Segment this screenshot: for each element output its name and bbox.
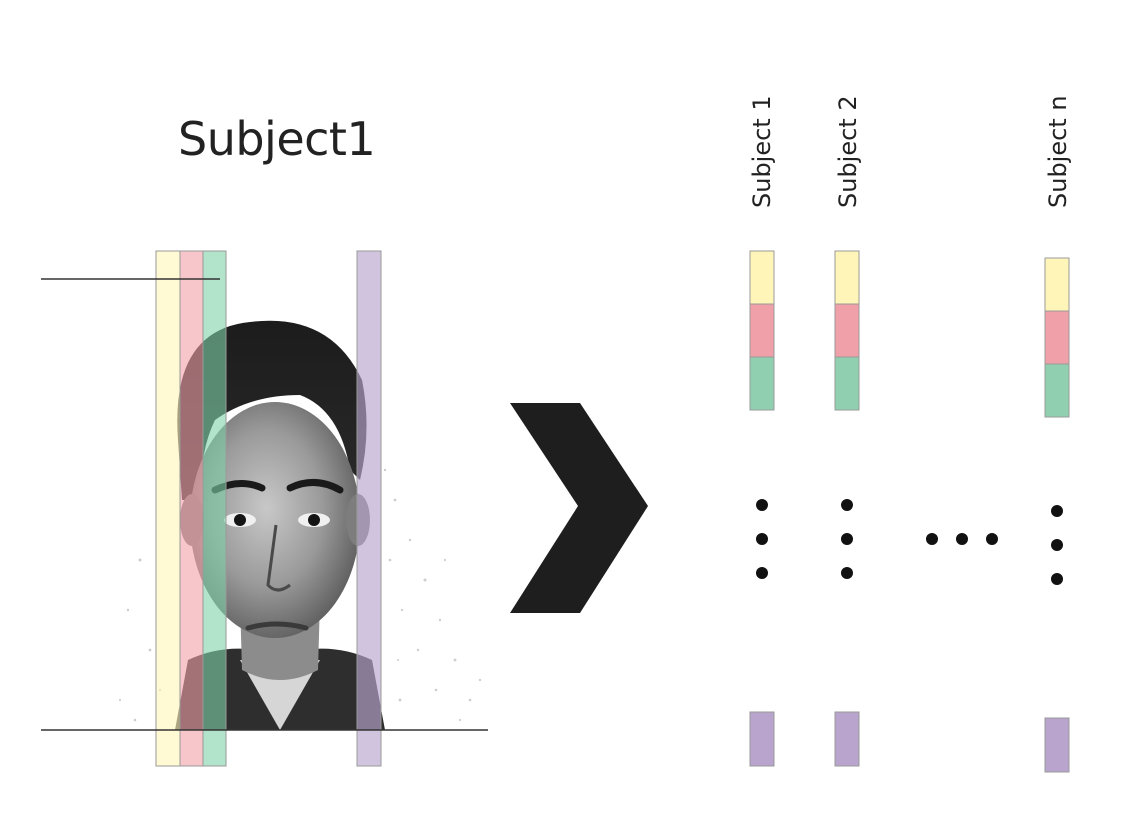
left-title: Subject1: [178, 112, 376, 166]
chevron-right-icon: [510, 403, 648, 613]
strip-pink: [179, 250, 204, 767]
strip-yellow: [155, 250, 181, 767]
strip-purple: [356, 250, 382, 767]
column-label-text: Subject 2: [834, 95, 862, 208]
subject-column-2: [834, 250, 860, 767]
column-label-text: Subject n: [1044, 95, 1072, 208]
face-strips: [155, 250, 382, 767]
subject-column-n: [1044, 257, 1070, 773]
strip-green: [202, 250, 227, 767]
horizontal-ellipsis: [926, 533, 998, 545]
column-label-text: Subject 1: [748, 95, 776, 208]
subject-column-1: [749, 250, 775, 767]
